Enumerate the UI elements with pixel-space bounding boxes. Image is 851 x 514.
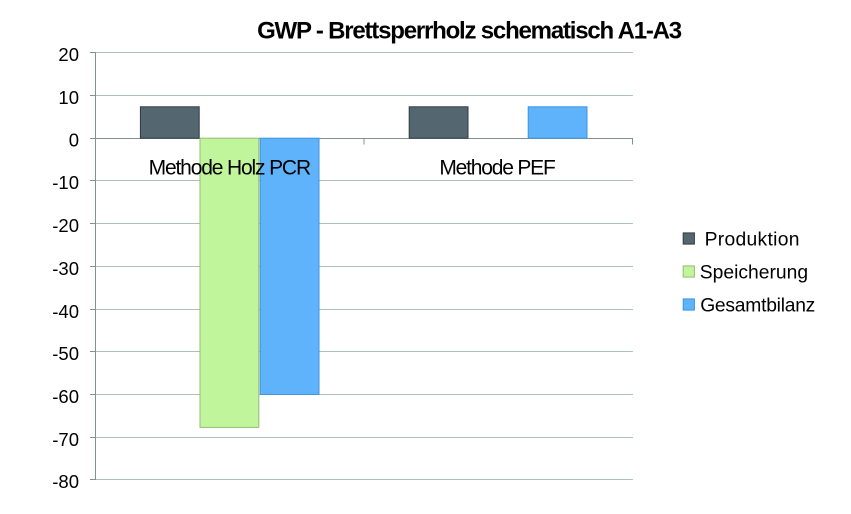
svg-text:-70: -70 <box>52 429 79 450</box>
svg-text:-40: -40 <box>52 301 79 322</box>
svg-text:-80: -80 <box>52 471 79 492</box>
svg-text:Produktion: Produktion <box>705 230 800 251</box>
svg-text:10: 10 <box>58 87 79 108</box>
svg-text:-60: -60 <box>52 386 79 407</box>
svg-text:GWP - Brettsperrholz schematis: GWP - Brettsperrholz schematisch A1-A3 <box>257 17 682 44</box>
svg-text:Methode PEF: Methode PEF <box>439 156 555 179</box>
svg-text:-30: -30 <box>52 258 79 279</box>
svg-text:Gesamtbilanz: Gesamtbilanz <box>700 296 815 317</box>
svg-text:-10: -10 <box>52 172 79 193</box>
svg-text:-50: -50 <box>52 343 79 364</box>
svg-text:0: 0 <box>69 130 79 151</box>
svg-text:-20: -20 <box>52 215 79 236</box>
svg-text:Speicherung: Speicherung <box>700 262 808 283</box>
svg-text:20: 20 <box>58 44 79 65</box>
svg-text:Methode Holz PCR: Methode Holz PCR <box>149 156 311 179</box>
